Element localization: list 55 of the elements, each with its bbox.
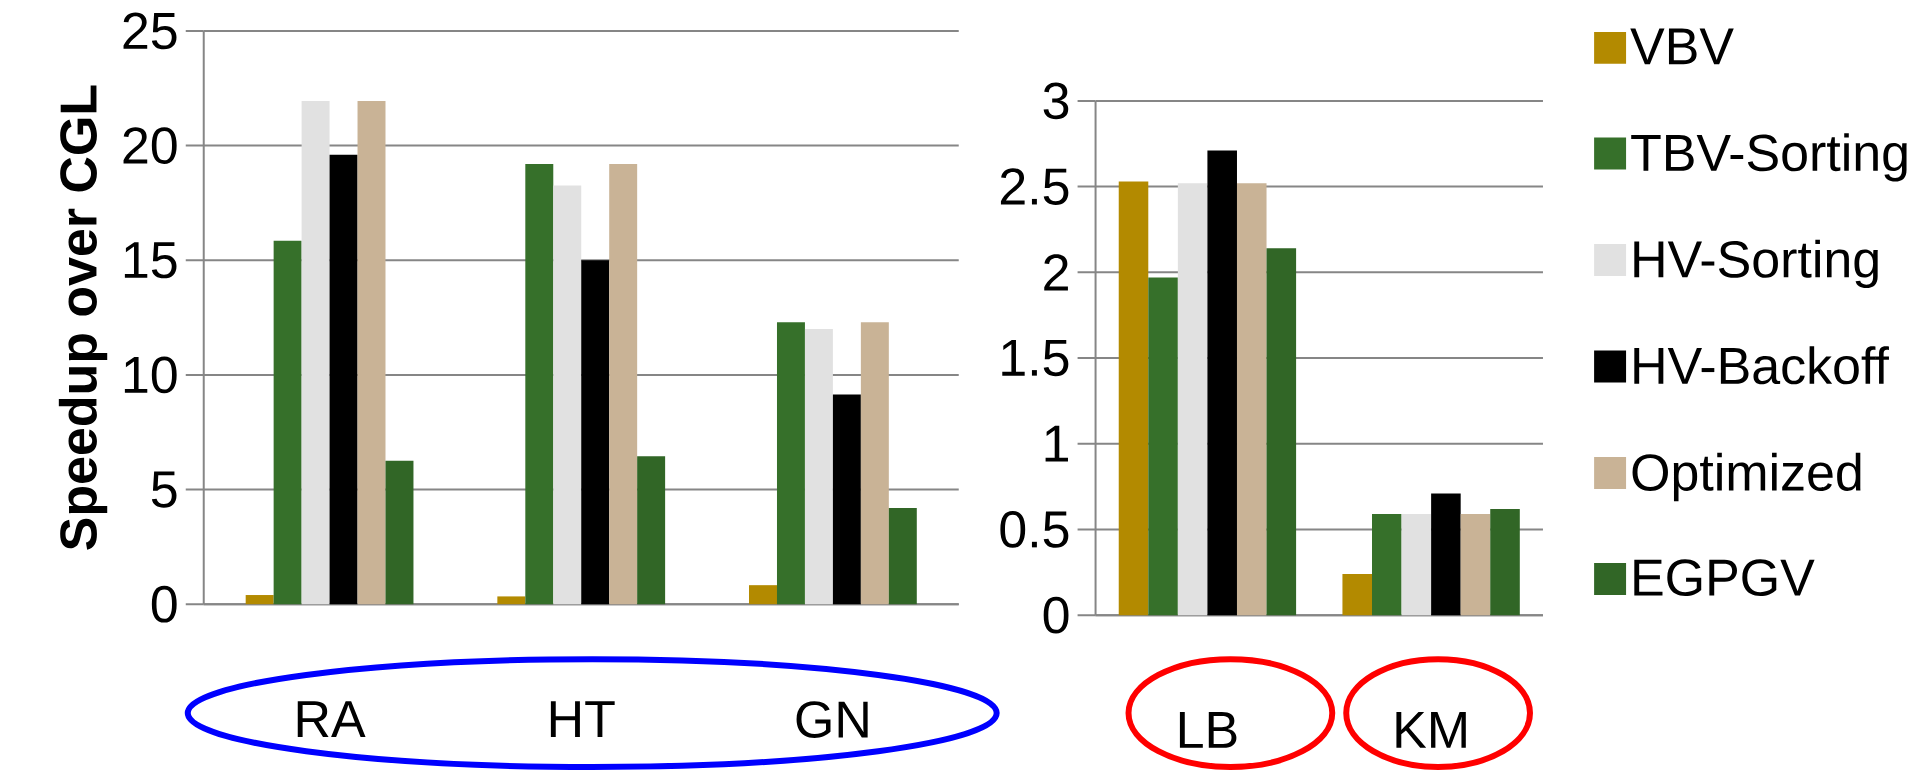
bar bbox=[385, 460, 414, 605]
y-tick-label: 1 bbox=[1045, 425, 1068, 462]
bar bbox=[888, 507, 917, 605]
bar bbox=[1372, 514, 1402, 616]
y-tick-label: 2.5 bbox=[1000, 168, 1069, 205]
legend-label: HV-Backoff bbox=[1634, 346, 1889, 385]
bar bbox=[273, 240, 302, 605]
bar bbox=[1460, 514, 1491, 616]
y-tick-label: 15 bbox=[124, 242, 177, 279]
y-tick-label: 3 bbox=[1043, 82, 1069, 120]
bar bbox=[1490, 508, 1520, 616]
bar bbox=[1177, 183, 1208, 616]
y-tick-label: 5 bbox=[151, 471, 177, 508]
legend-label: EGPGV bbox=[1634, 559, 1815, 597]
y-tick-label: 20 bbox=[123, 127, 177, 164]
bar bbox=[553, 185, 582, 605]
x-tick-label: HT bbox=[550, 701, 615, 737]
bar bbox=[1236, 183, 1267, 616]
bar bbox=[1118, 181, 1149, 616]
bar bbox=[832, 394, 861, 605]
legend-label: TBV-Sorting bbox=[1631, 133, 1907, 182]
bar bbox=[1148, 277, 1178, 616]
bar bbox=[776, 322, 805, 605]
bar bbox=[245, 595, 274, 605]
bar bbox=[1431, 493, 1461, 616]
y-tick-label: 1.5 bbox=[1002, 339, 1069, 377]
bar bbox=[525, 163, 554, 605]
y-tick-label: 10 bbox=[124, 356, 177, 394]
bar bbox=[637, 456, 666, 605]
bar bbox=[581, 260, 610, 605]
x-tick-label: KM bbox=[1396, 712, 1466, 748]
legend-label: HV-Sorting bbox=[1634, 239, 1878, 289]
y-tick-label: 2 bbox=[1044, 254, 1068, 291]
legend-label: Optimized bbox=[1632, 452, 1861, 502]
bar bbox=[749, 585, 777, 605]
bar bbox=[1207, 150, 1237, 616]
y-tick-label: 25 bbox=[123, 12, 177, 50]
legend-label: VBV bbox=[1630, 28, 1734, 65]
y-tick-label: 0.5 bbox=[1000, 511, 1069, 548]
bar bbox=[1401, 514, 1432, 616]
x-tick-label: LB bbox=[1179, 712, 1237, 748]
bar bbox=[497, 596, 526, 605]
bar bbox=[1342, 574, 1372, 616]
y-axis-title: Speedup over CGL bbox=[58, 85, 108, 550]
bar bbox=[357, 100, 386, 605]
bar bbox=[609, 163, 638, 605]
y-tick-label: 0 bbox=[151, 585, 177, 623]
bar bbox=[301, 100, 330, 605]
x-tick-label: GN bbox=[796, 701, 868, 738]
x-tick-label: RA bbox=[297, 701, 366, 737]
bar bbox=[804, 329, 833, 605]
bar bbox=[860, 322, 889, 605]
y-tick-label: 0 bbox=[1043, 596, 1069, 634]
bar bbox=[1266, 248, 1297, 616]
bar bbox=[329, 154, 358, 605]
